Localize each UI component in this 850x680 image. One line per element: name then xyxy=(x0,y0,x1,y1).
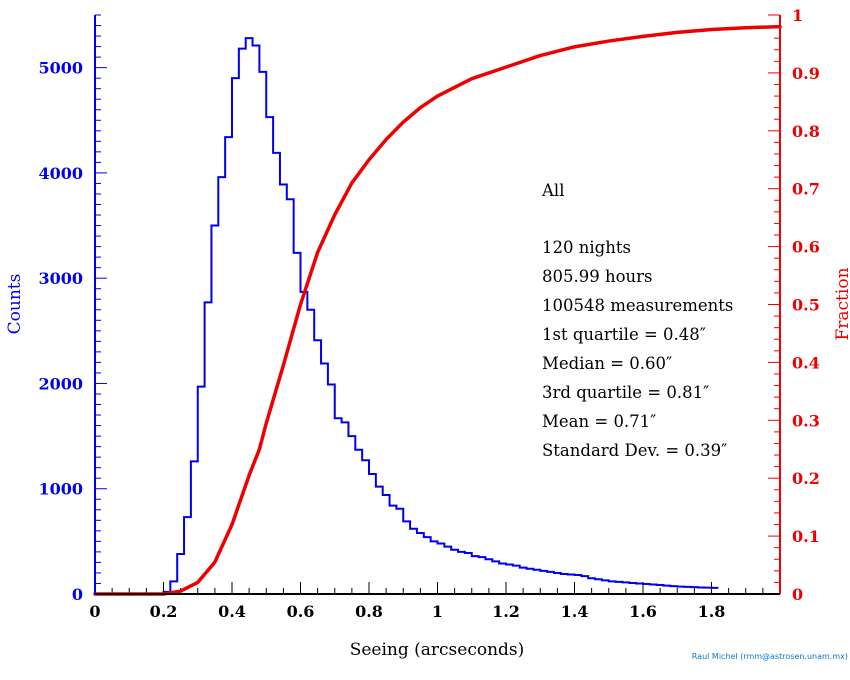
y2-tick-label: 0 xyxy=(792,585,803,604)
y-tick-label: 0 xyxy=(72,585,83,604)
histogram-series xyxy=(95,37,719,595)
x-tick-label: 1.8 xyxy=(698,602,726,621)
y2-tick-label: 1 xyxy=(792,6,803,25)
x-tick-label: 1 xyxy=(432,602,443,621)
y2-tick-label: 0.5 xyxy=(792,296,820,315)
x-tick-label: 0.4 xyxy=(218,602,246,621)
annotation-nights: 120 nights xyxy=(542,238,631,257)
y2-tick-label: 0.6 xyxy=(792,238,820,257)
y2-tick-label: 0.1 xyxy=(792,527,820,546)
x-tick-label: 1.4 xyxy=(561,602,589,621)
y2-tick-label: 0.4 xyxy=(792,353,820,372)
cumulative-layer xyxy=(93,24,782,596)
credit-text: Raul Michel (rmm@astrosen.unam.mx) xyxy=(692,652,848,661)
annotation-mean: Mean = 0.71″ xyxy=(542,412,656,431)
annotation-std: Standard Dev. = 0.39″ xyxy=(542,441,727,460)
y2-tick-label: 0.9 xyxy=(792,64,820,83)
y2-tick-label: 0.2 xyxy=(792,469,820,488)
x-tick-label: 0.6 xyxy=(287,602,315,621)
x-tick-label: 1.6 xyxy=(629,602,657,621)
y2-tick-label: 0.7 xyxy=(792,180,820,199)
y-tick-label: 1000 xyxy=(38,480,83,499)
y-tick-label: 4000 xyxy=(38,164,83,183)
y2-tick-label: 0.3 xyxy=(792,411,820,430)
annotation-category: All xyxy=(541,181,564,200)
annotation-hours: 805.99 hours xyxy=(542,267,653,286)
y2-axis-title: Fraction xyxy=(833,267,850,340)
y-tick-label: 3000 xyxy=(38,269,83,288)
annotation-q1: 1st quartile = 0.48″ xyxy=(542,325,706,344)
y-axis-title: Counts xyxy=(5,274,25,335)
x-tick-label: 1.2 xyxy=(492,602,520,621)
x-tick-label: 0 xyxy=(89,602,100,621)
cumulative-fraction-series xyxy=(93,24,782,596)
annotation-q3: 3rd quartile = 0.81″ xyxy=(542,383,709,402)
annotation-measurements: 100548 measurements xyxy=(542,296,733,315)
x-axis-title: Seeing (arcseconds) xyxy=(350,640,525,660)
x-tick-label: 0.2 xyxy=(150,602,178,621)
y2-tick-label: 0.8 xyxy=(792,122,820,141)
x-tick-label: 0.8 xyxy=(355,602,383,621)
stats-annotation: All 120 nights 805.99 hours 100548 measu… xyxy=(541,181,733,460)
histogram-layer xyxy=(95,37,719,595)
annotation-median: Median = 0.60″ xyxy=(542,354,672,373)
y-tick-label: 2000 xyxy=(38,374,83,393)
y-tick-label: 5000 xyxy=(38,59,83,78)
